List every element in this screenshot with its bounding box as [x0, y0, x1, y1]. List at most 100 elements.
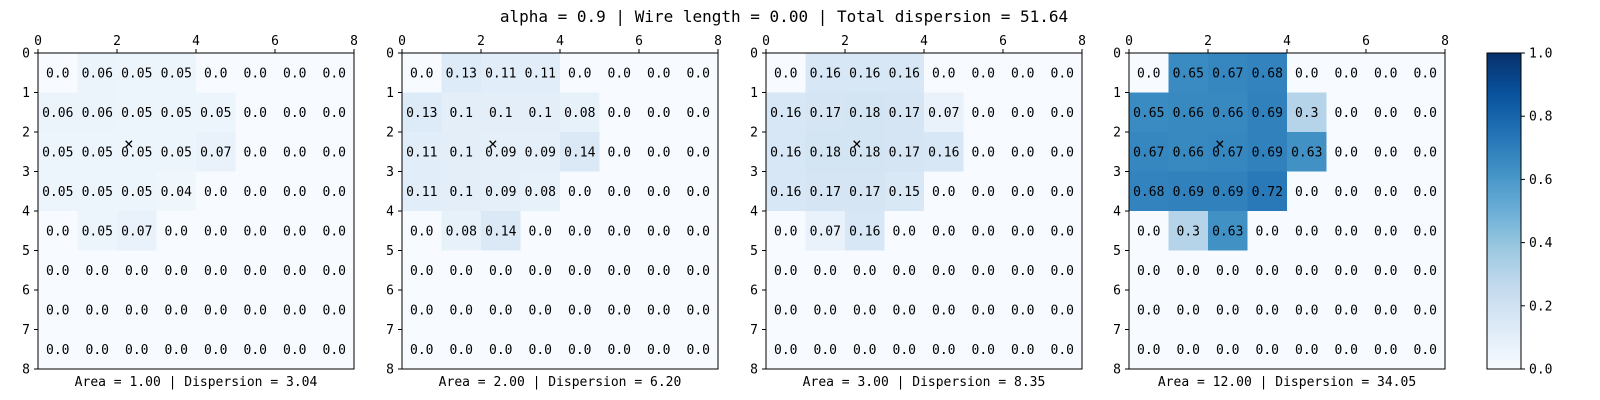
heatmap-cell [314, 329, 355, 370]
heatmap-cell [884, 211, 925, 251]
heatmap-cell [481, 171, 521, 212]
heatmap-cell [1366, 92, 1406, 133]
cell-value-label: 0.0 [972, 303, 995, 318]
cell-value-label: 0.05 [200, 106, 231, 121]
cell-value-label: 0.17 [889, 145, 920, 160]
heatmap-cell [560, 171, 600, 212]
cell-value-label: 0.0 [687, 106, 710, 121]
heatmap-cell [1366, 250, 1406, 291]
heatmap-cell [481, 329, 521, 370]
cell-value-label: 0.16 [849, 224, 880, 239]
cell-value-label: 0.0 [323, 145, 346, 160]
center-marker: × [124, 134, 134, 153]
cell-value-label: 0.11 [525, 66, 556, 81]
heatmap-cell [1003, 250, 1043, 291]
y-tick-label: 6 [750, 284, 758, 299]
cell-value-label: 0.05 [121, 66, 152, 81]
cell-value-label: 0.0 [1011, 303, 1034, 318]
y-tick-label: 7 [386, 323, 394, 338]
x-tick-label: 8 [1441, 34, 1449, 49]
cell-value-label: 0.0 [244, 145, 267, 160]
cell-value-label: 0.0 [893, 303, 916, 318]
heatmap-cell [1247, 250, 1288, 291]
cell-value-label: 0.69 [1212, 185, 1243, 200]
heatmap-cell [560, 329, 600, 370]
cell-value-label: 0.65 [1133, 106, 1164, 121]
cell-value-label: 0.0 [932, 303, 955, 318]
heatmap-cell [1326, 211, 1367, 251]
cell-value-label: 0.05 [161, 145, 192, 160]
cell-value-label: 0.0 [687, 145, 710, 160]
cell-value-label: 0.0 [1137, 66, 1160, 81]
heatmap-cell [117, 171, 157, 212]
heatmap-cell [481, 53, 521, 93]
cell-value-label: 0.66 [1212, 106, 1243, 121]
cell-value-label: 0.0 [608, 185, 631, 200]
heatmap-cell [599, 132, 640, 172]
heatmap-cell [599, 92, 640, 133]
heatmap-cell [38, 92, 78, 133]
heatmap-cell [678, 132, 719, 172]
heatmap-cell [481, 211, 521, 251]
heatmap-cell [1247, 171, 1288, 212]
cell-value-label: 0.18 [849, 145, 880, 160]
cell-value-label: 0.0 [1414, 264, 1437, 279]
x-tick-label: 2 [1204, 34, 1212, 49]
cell-value-label: 0.16 [770, 106, 801, 121]
x-tick-label: 2 [841, 34, 849, 49]
heatmap-cell [766, 171, 806, 212]
cell-value-label: 0.0 [1335, 303, 1358, 318]
heatmap-cell [599, 53, 640, 93]
heatmap-cell [235, 329, 276, 370]
cell-value-label: 0.1 [450, 106, 473, 121]
cell-value-label: 0.0 [568, 224, 591, 239]
heatmap-cell [1366, 132, 1406, 172]
heatmap-cell [275, 290, 315, 330]
colorbar-gradient [1486, 52, 1522, 370]
cell-value-label: 0.0 [893, 264, 916, 279]
heatmap-cell [402, 53, 442, 93]
cell-value-label: 0.0 [1011, 343, 1034, 358]
cell-value-label: 0.0 [1216, 264, 1239, 279]
heatmap-cell [1168, 211, 1209, 251]
cell-value-label: 0.0 [489, 303, 512, 318]
cell-value-label: 0.0 [1414, 224, 1437, 239]
cell-value-label: 0.0 [608, 145, 631, 160]
heatmap-cell [924, 53, 964, 93]
heatmap-cell [520, 53, 561, 93]
heatmap-cell [196, 53, 236, 93]
cell-value-label: 0.09 [485, 145, 516, 160]
cell-value-label: 0.65 [1173, 66, 1204, 81]
cell-value-label: 0.0 [46, 66, 69, 81]
cell-value-label: 0.0 [1137, 303, 1160, 318]
heatmap-cell [1042, 171, 1083, 212]
cell-value-label: 0.0 [568, 185, 591, 200]
cell-value-label: 0.0 [46, 264, 69, 279]
heatmap-cell [1405, 329, 1446, 370]
cell-value-label: 0.0 [647, 66, 670, 81]
heatmap-cell [275, 211, 315, 251]
cell-value-label: 0.06 [82, 106, 113, 121]
center-marker: × [488, 134, 498, 153]
heatmap-cell [884, 250, 925, 291]
heatmap-cell [766, 329, 806, 370]
cell-value-label: 0.0 [774, 224, 797, 239]
heatmap-cell [235, 171, 276, 212]
colorbar-tick-label: 0.0 [1529, 363, 1552, 378]
cell-value-label: 0.66 [1173, 106, 1204, 121]
heatmap-cell [1168, 171, 1209, 212]
y-tick-label: 3 [386, 165, 394, 180]
cell-value-label: 0.0 [1335, 106, 1358, 121]
cell-value-label: 0.05 [42, 185, 73, 200]
heatmap-cell [1247, 92, 1288, 133]
heatmap-cell [77, 171, 118, 212]
cell-value-label: 0.0 [1414, 145, 1437, 160]
heatmap-cell [560, 132, 600, 172]
cell-value-label: 0.0 [647, 343, 670, 358]
cell-value-label: 0.0 [853, 303, 876, 318]
cell-value-label: 0.18 [849, 106, 880, 121]
heatmap-cell [805, 132, 846, 172]
heatmap-cell [196, 171, 236, 212]
heatmap-cell [766, 53, 806, 93]
cell-value-label: 0.0 [1335, 264, 1358, 279]
